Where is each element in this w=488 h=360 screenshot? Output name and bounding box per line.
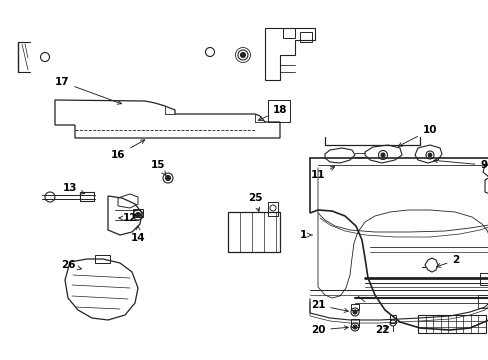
Text: 22: 22 xyxy=(374,325,388,335)
Circle shape xyxy=(352,310,356,314)
Text: 6: 6 xyxy=(0,359,1,360)
Circle shape xyxy=(165,176,170,180)
Text: 4: 4 xyxy=(0,359,1,360)
Text: 25: 25 xyxy=(247,193,262,211)
Bar xyxy=(389,315,395,323)
Text: 5: 5 xyxy=(0,359,1,360)
Text: 24: 24 xyxy=(0,359,1,360)
Circle shape xyxy=(240,53,245,58)
Text: 2: 2 xyxy=(436,255,459,267)
Text: 14: 14 xyxy=(130,226,145,243)
Circle shape xyxy=(427,153,431,157)
Text: 17: 17 xyxy=(55,77,121,104)
Bar xyxy=(80,192,94,201)
Text: 10: 10 xyxy=(398,125,436,146)
Text: 13: 13 xyxy=(62,183,84,194)
Circle shape xyxy=(135,212,140,217)
Text: 3: 3 xyxy=(0,359,1,360)
Bar xyxy=(299,32,311,42)
Bar xyxy=(350,319,358,327)
Text: 26: 26 xyxy=(61,260,81,270)
Bar xyxy=(283,28,294,38)
Text: 18: 18 xyxy=(258,105,286,121)
Text: 7: 7 xyxy=(0,359,1,360)
Text: 16: 16 xyxy=(110,140,144,160)
Text: 20: 20 xyxy=(310,325,347,335)
Text: 8: 8 xyxy=(0,359,1,360)
Text: 21: 21 xyxy=(310,300,347,312)
Text: 9: 9 xyxy=(433,159,487,170)
Text: 11: 11 xyxy=(310,167,334,180)
Bar xyxy=(133,209,142,217)
Bar xyxy=(267,202,278,216)
Bar xyxy=(267,100,289,122)
Bar xyxy=(350,304,358,310)
Circle shape xyxy=(352,325,356,329)
Text: 15: 15 xyxy=(150,160,165,175)
Text: 23: 23 xyxy=(0,359,1,360)
Circle shape xyxy=(380,153,384,157)
Bar xyxy=(417,315,485,333)
Bar xyxy=(227,212,280,252)
Text: 12: 12 xyxy=(119,213,137,223)
Text: 1: 1 xyxy=(299,230,311,240)
Text: 19: 19 xyxy=(0,359,1,360)
